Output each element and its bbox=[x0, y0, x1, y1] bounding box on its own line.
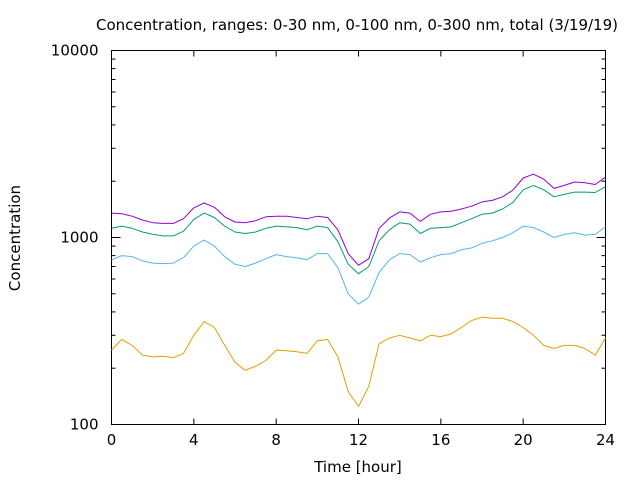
plot-frame bbox=[111, 50, 606, 425]
x-tick-label-6: 24 bbox=[596, 431, 615, 449]
x-tick-label-5: 20 bbox=[514, 431, 533, 449]
x-axis-label: Time [hour] bbox=[313, 458, 402, 476]
y-axis-label: Concentration bbox=[6, 185, 24, 291]
series-group bbox=[111, 173, 606, 407]
y-axis-ticks: 100 1000 10000 bbox=[51, 42, 606, 434]
chart-title: Concentration, ranges: 0-30 nm, 0-100 nm… bbox=[96, 16, 618, 34]
x-axis-ticks: 0 4 8 12 16 20 24 bbox=[107, 50, 615, 449]
y-tick-label-0: 100 bbox=[70, 416, 99, 434]
series-line-3 bbox=[111, 173, 606, 266]
y-tick-label-1: 1000 bbox=[60, 229, 98, 247]
series-line-1 bbox=[111, 225, 606, 305]
series-line-2 bbox=[111, 184, 606, 275]
y-minor-ticks bbox=[111, 58, 606, 369]
x-tick-label-1: 4 bbox=[189, 431, 199, 449]
series-line-0 bbox=[111, 316, 606, 407]
x-tick-label-0: 0 bbox=[107, 431, 117, 449]
y-tick-label-2: 10000 bbox=[51, 42, 99, 60]
x-tick-label-3: 12 bbox=[349, 431, 368, 449]
x-tick-label-4: 16 bbox=[431, 431, 450, 449]
x-tick-label-2: 8 bbox=[271, 431, 281, 449]
